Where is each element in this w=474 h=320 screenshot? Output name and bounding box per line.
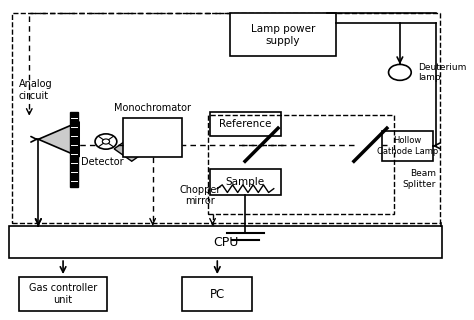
Text: Analog
circuit: Analog circuit xyxy=(19,79,53,101)
Text: Detector: Detector xyxy=(82,157,124,167)
Circle shape xyxy=(102,139,109,144)
Bar xyxy=(210,112,281,136)
Bar xyxy=(230,13,337,56)
Bar xyxy=(182,277,253,311)
Bar xyxy=(210,169,281,195)
Text: CPU: CPU xyxy=(213,236,238,249)
Bar xyxy=(12,13,440,223)
Text: Monochromator: Monochromator xyxy=(114,103,191,113)
Text: Lamp power
supply: Lamp power supply xyxy=(251,24,315,46)
Bar xyxy=(209,115,394,213)
Bar xyxy=(123,118,182,157)
Bar xyxy=(9,226,442,258)
Polygon shape xyxy=(38,122,79,157)
Text: Hollow
Cathode Lamp: Hollow Cathode Lamp xyxy=(376,136,438,156)
Text: Chopper
mirror: Chopper mirror xyxy=(180,185,221,206)
Text: Deuterium
lamp: Deuterium lamp xyxy=(418,63,466,82)
Text: PC: PC xyxy=(210,288,225,300)
Bar xyxy=(382,131,433,161)
FancyBboxPatch shape xyxy=(114,142,141,161)
Bar xyxy=(19,277,107,311)
Circle shape xyxy=(389,64,411,80)
Text: Gas controller
unit: Gas controller unit xyxy=(29,283,97,305)
Bar xyxy=(70,112,78,187)
Text: Reference: Reference xyxy=(219,119,272,129)
Text: Beam
Splitter: Beam Splitter xyxy=(403,169,436,189)
Circle shape xyxy=(95,134,117,149)
Text: Sample: Sample xyxy=(226,177,265,187)
